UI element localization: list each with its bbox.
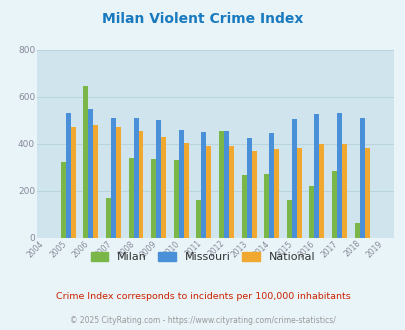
Bar bbox=[93, 125, 98, 238]
Legend: Milan, Missouri, National: Milan, Missouri, National bbox=[86, 248, 319, 267]
Bar bbox=[319, 144, 324, 238]
Bar bbox=[228, 146, 233, 238]
Bar bbox=[364, 148, 369, 238]
Bar bbox=[66, 113, 70, 238]
Bar bbox=[296, 148, 301, 238]
Bar bbox=[331, 171, 336, 238]
Bar bbox=[173, 160, 178, 238]
Bar bbox=[218, 131, 224, 238]
Text: Milan Violent Crime Index: Milan Violent Crime Index bbox=[102, 12, 303, 25]
Bar bbox=[88, 109, 93, 238]
Text: © 2025 CityRating.com - https://www.cityrating.com/crime-statistics/: © 2025 CityRating.com - https://www.city… bbox=[70, 316, 335, 325]
Bar bbox=[251, 151, 256, 238]
Bar bbox=[156, 120, 161, 238]
Bar bbox=[264, 174, 269, 238]
Text: Crime Index corresponds to incidents per 100,000 inhabitants: Crime Index corresponds to incidents per… bbox=[55, 292, 350, 301]
Bar bbox=[183, 143, 188, 238]
Bar bbox=[128, 158, 133, 238]
Bar bbox=[151, 159, 156, 238]
Bar bbox=[314, 114, 319, 238]
Bar bbox=[269, 133, 273, 238]
Bar bbox=[206, 147, 211, 238]
Bar bbox=[286, 200, 291, 238]
Bar bbox=[241, 175, 246, 238]
Bar bbox=[178, 130, 183, 238]
Bar bbox=[61, 162, 66, 238]
Bar bbox=[354, 223, 359, 238]
Bar bbox=[133, 118, 138, 238]
Bar bbox=[83, 86, 88, 238]
Bar bbox=[201, 132, 206, 238]
Bar bbox=[161, 137, 166, 238]
Bar bbox=[138, 131, 143, 238]
Bar bbox=[196, 200, 201, 238]
Bar bbox=[70, 127, 75, 238]
Bar bbox=[336, 113, 341, 238]
Bar bbox=[309, 186, 314, 238]
Bar bbox=[106, 198, 111, 238]
Bar bbox=[246, 138, 251, 238]
Bar bbox=[111, 118, 115, 238]
Bar bbox=[341, 144, 346, 238]
Bar bbox=[359, 118, 364, 238]
Bar bbox=[115, 127, 121, 238]
Bar bbox=[273, 149, 279, 238]
Bar bbox=[224, 131, 228, 238]
Bar bbox=[291, 119, 296, 238]
